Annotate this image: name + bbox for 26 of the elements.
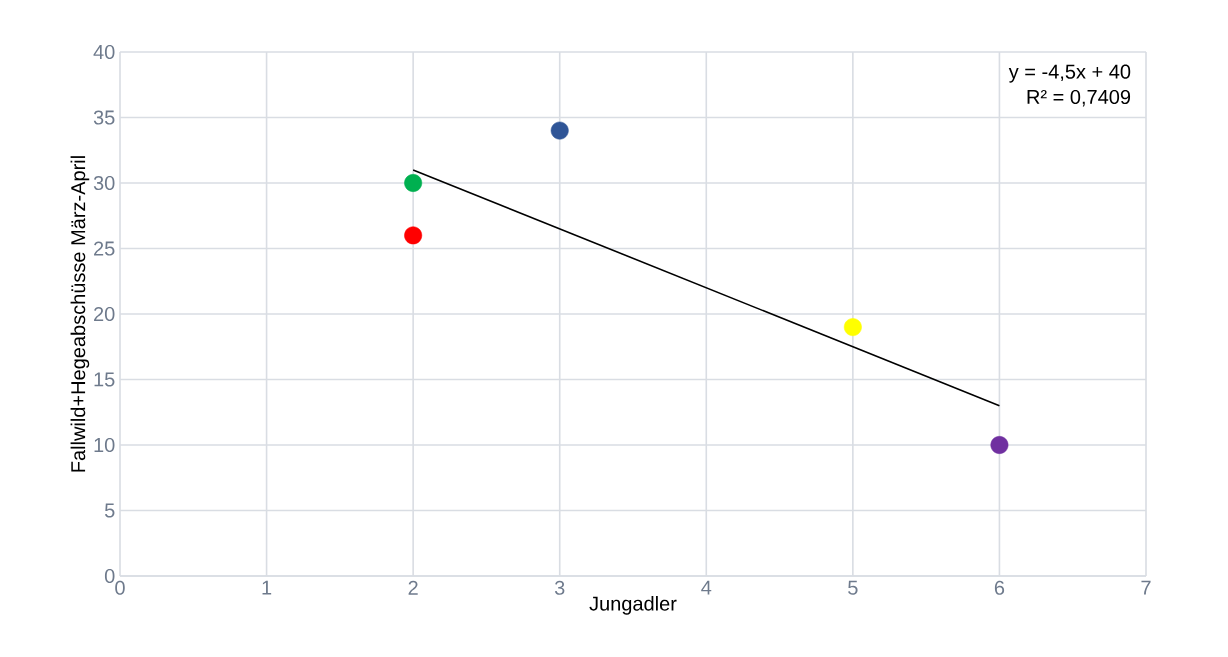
point — [404, 174, 423, 192]
x-tick-label: 7 — [1141, 580, 1151, 595]
y-tick-label: 35 — [93, 110, 115, 125]
x-tick-label: 6 — [994, 580, 1005, 595]
y-tick-label: 40 — [93, 44, 115, 60]
y-tick-label: 15 — [94, 372, 115, 387]
y-axis-title: Fallwild+Hegeabschüsse März-April — [70, 156, 90, 472]
y-tick-label: 30 — [93, 175, 115, 191]
annotation: y = -4,5x + 40 — [1008, 64, 1131, 83]
x-tick-label: 3 — [554, 580, 565, 595]
y-tick-label: 5 — [104, 503, 115, 518]
x-tick-label: 4 — [701, 580, 712, 595]
x-axis-title: Jungadler — [589, 596, 677, 615]
y-tick-label: 25 — [94, 241, 115, 256]
annotation: R² = 0,7409 — [1027, 89, 1131, 107]
x-tick-label: 1 — [262, 580, 272, 595]
y-tick-label: 10 — [94, 437, 115, 453]
point — [990, 436, 1009, 454]
point — [404, 226, 423, 245]
y-tick-label: 20 — [94, 306, 115, 322]
point — [843, 318, 862, 337]
x-tick-label: 2 — [408, 580, 418, 595]
x-tick-label: 5 — [848, 580, 858, 595]
x-tick-label: 0 — [115, 580, 125, 595]
y-tick-label: 0 — [104, 568, 115, 584]
point — [550, 121, 569, 140]
